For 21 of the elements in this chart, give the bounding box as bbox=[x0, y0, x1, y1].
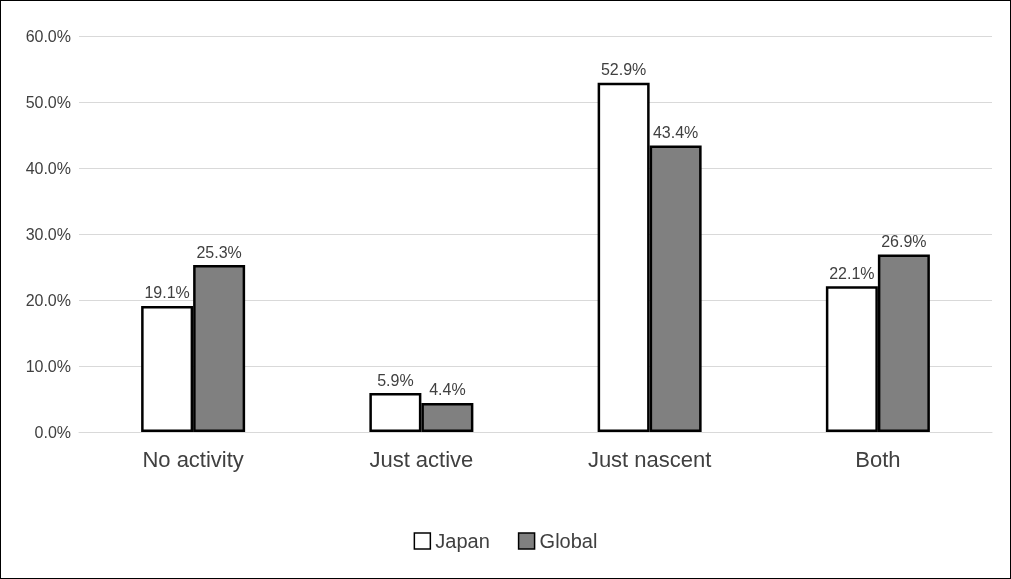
legend-label: Global bbox=[539, 530, 598, 552]
y-tick-label: 10.0% bbox=[25, 357, 71, 375]
data-label: 43.4% bbox=[652, 124, 699, 142]
y-tick-label: 60.0% bbox=[25, 27, 71, 45]
x-tick-label: Just nascent bbox=[587, 446, 712, 472]
x-tick-label: No activity bbox=[142, 446, 244, 472]
data-label: 25.3% bbox=[196, 243, 242, 261]
y-tick-label: 30.0% bbox=[25, 225, 71, 243]
legend-label: Japan bbox=[435, 530, 490, 552]
data-label: 26.9% bbox=[881, 232, 927, 250]
y-tick-label: 50.0% bbox=[25, 93, 71, 111]
data-label: 5.9% bbox=[377, 371, 414, 389]
x-tick-label: Both bbox=[855, 446, 901, 472]
y-tick-label: 0.0% bbox=[34, 423, 71, 441]
y-tick-label: 40.0% bbox=[25, 159, 71, 177]
x-tick-label: Just active bbox=[369, 446, 474, 472]
data-label: 52.9% bbox=[600, 61, 647, 79]
y-tick-label: 20.0% bbox=[25, 291, 71, 309]
data-label: 19.1% bbox=[144, 284, 190, 302]
data-label: 22.1% bbox=[829, 264, 875, 282]
data-label: 4.4% bbox=[429, 381, 466, 399]
